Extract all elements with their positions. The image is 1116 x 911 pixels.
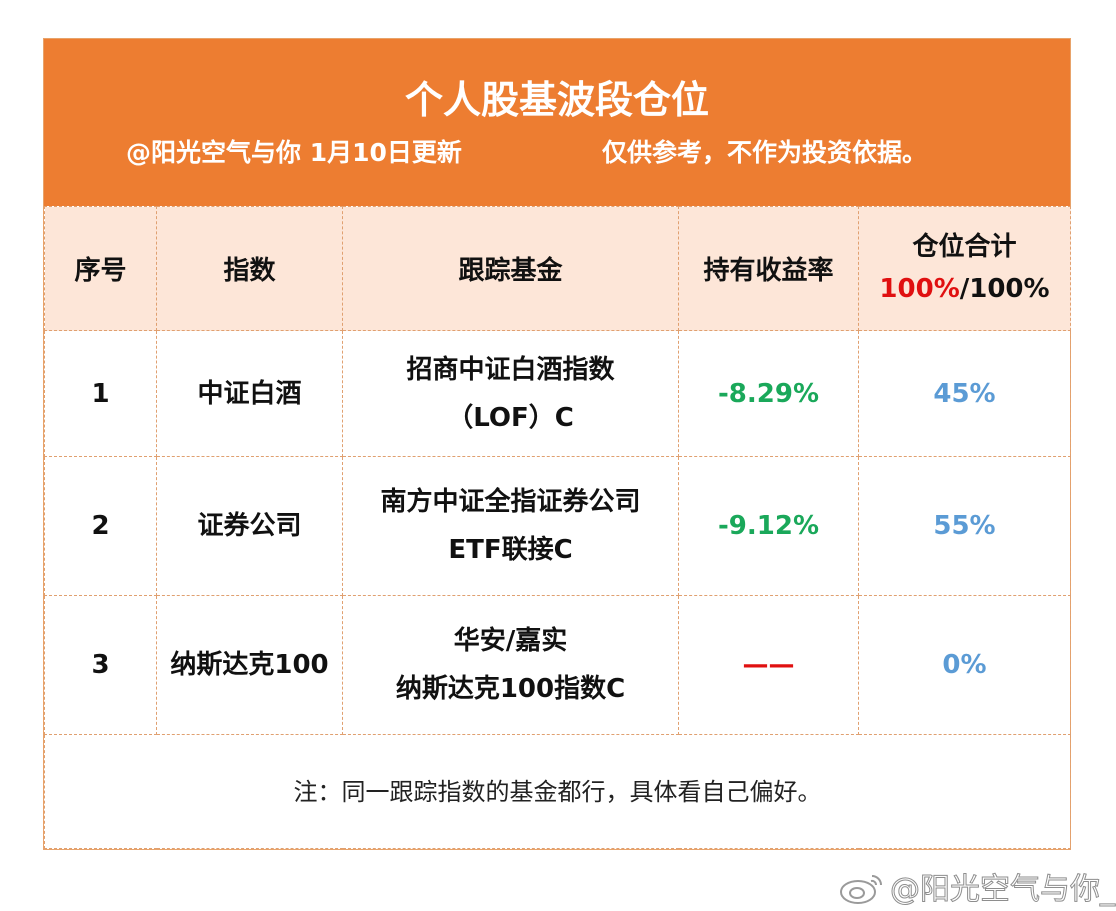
row-index: 中证白酒: [156, 330, 343, 457]
position-table: 序号 指数 跟踪基金 持有收益率 仓位合计 100%/100% 1 中证白酒 招…: [44, 206, 1071, 849]
row-index: 证券公司: [156, 456, 343, 596]
note-text: 注：同一跟踪指数的基金都行，具体看自己偏好。: [44, 734, 1071, 849]
table-row: 2 证券公司 南方中证全指证券公司 ETF联接C -9.12% 55%: [44, 456, 1071, 596]
row-seq: 1: [44, 330, 157, 457]
update-info: @阳光空气与你 1月10日更新: [126, 138, 462, 167]
row-position: 45%: [858, 330, 1071, 457]
note-row: 注：同一跟踪指数的基金都行，具体看自己偏好。: [44, 734, 1071, 849]
col-position: 仓位合计 100%/100%: [858, 206, 1071, 331]
row-fund: 华安/嘉实 纳斯达克100指数C: [342, 595, 679, 735]
col-return: 持有收益率: [678, 206, 859, 331]
fund-line1: 南方中证全指证券公司: [380, 487, 641, 517]
col-position-summary: 100%/100%: [859, 267, 1070, 311]
table-header-row: 序号 指数 跟踪基金 持有收益率 仓位合计 100%/100%: [44, 206, 1071, 331]
fund-line2: （LOF）C: [447, 402, 574, 433]
row-seq: 2: [44, 456, 157, 596]
card-header: 个人股基波段仓位 @阳光空气与你 1月10日更新 仅供参考，不作为投资依据。: [44, 39, 1070, 206]
col-position-title: 仓位合计: [912, 231, 1017, 262]
row-fund: 南方中证全指证券公司 ETF联接C: [342, 456, 679, 596]
fund-line1: 华安/嘉实: [453, 626, 568, 656]
fund-line2: 纳斯达克100指数C: [395, 674, 626, 704]
row-return: ——: [678, 595, 859, 735]
row-fund: 招商中证白酒指数 （LOF）C: [342, 330, 679, 457]
position-sep: /: [959, 273, 970, 304]
position-card: 个人股基波段仓位 @阳光空气与你 1月10日更新 仅供参考，不作为投资依据。 序…: [43, 38, 1071, 850]
col-index: 指数: [156, 206, 343, 331]
row-seq: 3: [44, 595, 157, 735]
row-return: -8.29%: [678, 330, 859, 457]
row-index: 纳斯达克100: [156, 595, 343, 735]
position-used: 100%: [879, 273, 960, 304]
table-row: 1 中证白酒 招商中证白酒指数 （LOF）C -8.29% 45%: [44, 330, 1071, 457]
table-row: 3 纳斯达克100 华安/嘉实 纳斯达克100指数C —— 0%: [44, 595, 1071, 735]
row-position: 55%: [858, 456, 1071, 596]
fund-line2: ETF联接C: [448, 535, 573, 565]
fund-line1: 招商中证白酒指数: [406, 354, 615, 385]
col-fund: 跟踪基金: [342, 206, 679, 331]
row-return: -9.12%: [678, 456, 859, 596]
watermark-text: @阳光空气与你_: [890, 872, 1116, 908]
position-total: 100%: [969, 273, 1050, 304]
disclaimer: 仅供参考，不作为投资依据。: [602, 138, 928, 167]
weibo-logo-icon: [840, 875, 882, 904]
col-seq: 序号: [44, 206, 157, 331]
row-position: 0%: [858, 595, 1071, 735]
page-title: 个人股基波段仓位: [404, 78, 709, 122]
